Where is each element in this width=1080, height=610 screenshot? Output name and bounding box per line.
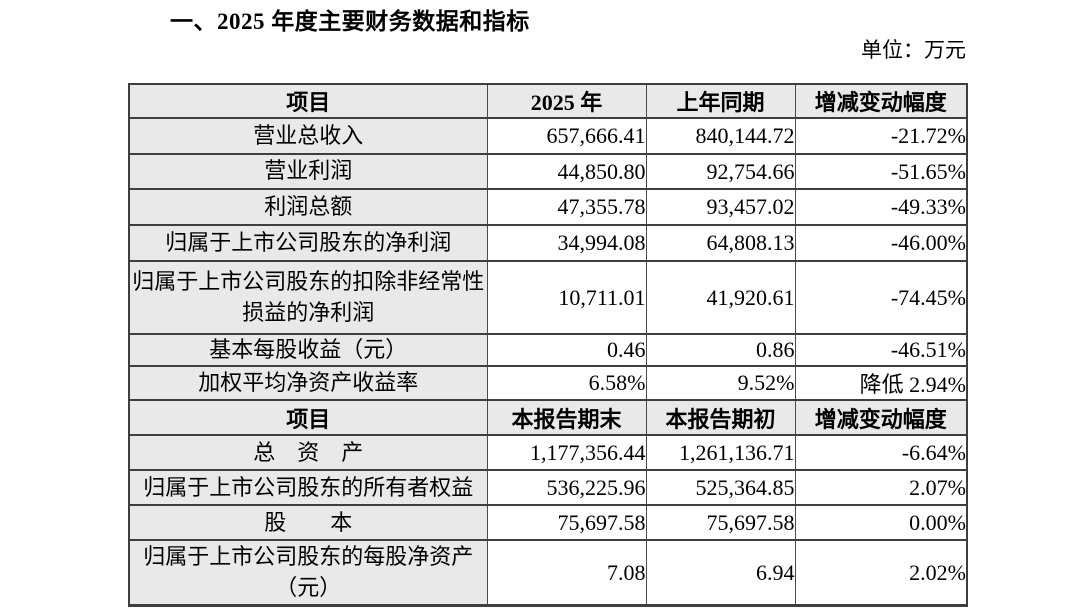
value-prior-cell: 92,754.66 — [645, 153, 795, 189]
table-row: 股 本 75,697.58 75,697.58 0.00% — [128, 504, 967, 541]
table-row: 加权平均净资产收益率 6.58% 9.52% 降低 2.94% — [128, 365, 967, 401]
table-body: 项目 2025 年上年同期 增减变动幅度 营业总收入 657,666.41 840,144… — [128, 83, 967, 606]
item-cell: 总 资 产 — [128, 434, 487, 471]
item-cell: 归属于上市公司股东的净利润 — [128, 224, 487, 261]
page-title: 一、2025 年度主要财务数据和指标 — [170, 9, 530, 34]
column-header: 2025 年 — [486, 83, 646, 118]
change-cell: -51.65% — [794, 153, 967, 189]
value-prior-cell: 6.94 — [645, 539, 795, 606]
value-prior-cell: 840,144.72 — [645, 117, 795, 154]
table-row: 总 资 产 1,177,356.44 1,261,136.71 -6.64% — [128, 434, 967, 471]
value-current-cell: 0.46 — [486, 332, 646, 367]
change-cell: -46.00% — [794, 224, 967, 261]
unit-label: 单位：万元 — [861, 38, 966, 62]
value-prior-cell: 41,920.61 — [645, 260, 795, 334]
value-current-cell: 10,711.01 — [486, 260, 646, 334]
header-row: 项目 2025 年上年同期 增减变动幅度 — [128, 83, 967, 118]
table-row: 归属于上市公司股东的所有者权益 536,225.96 525,364.85 2.07% — [128, 469, 967, 506]
financial-indicators-table: 项目 2025 年上年同期 增减变动幅度 营业总收入 657,666.41 840,144… — [128, 83, 968, 607]
column-header: 本报告期末 — [486, 399, 646, 436]
value-prior-cell: 1,261,136.71 — [645, 434, 795, 471]
table-row: 营业总收入 657,666.41 840,144.72 -21.72% — [128, 117, 967, 154]
change-cell: -21.72% — [794, 117, 967, 154]
value-current-cell: 6.58% — [486, 365, 646, 401]
table-row: 归属于上市公司股东的净利润 34,994.08 64,808.13 -46.00% — [128, 224, 967, 261]
change-cell: -49.33% — [794, 188, 967, 225]
column-header: 增减变动幅度 — [794, 83, 967, 118]
value-current-cell: 657,666.41 — [486, 117, 646, 154]
value-prior-cell: 0.86 — [645, 332, 795, 367]
table-row: 归属于上市公司股东的扣除非经常性损益的净利润 10,711.01 41,920.61… — [128, 260, 967, 334]
value-current-cell: 536,225.96 — [486, 469, 646, 506]
value-current-cell: 44,850.80 — [486, 153, 646, 189]
value-current-cell: 1,177,356.44 — [486, 434, 646, 471]
value-prior-cell: 525,364.85 — [645, 469, 795, 506]
header-row: 项目 本报告期末 本报告期初 增减变动幅度 — [128, 399, 967, 436]
column-header: 本报告期初 — [645, 399, 795, 436]
item-cell: 归属于上市公司股东的每股净资产（元） — [128, 539, 487, 606]
value-current-cell: 75,697.58 — [486, 504, 646, 541]
item-cell: 基本每股收益（元） — [128, 332, 487, 367]
change-cell: 0.00% — [794, 504, 967, 541]
table-row: 归属于上市公司股东的每股净资产（元） 7.08 6.94 2.02% — [128, 539, 967, 606]
item-cell: 归属于上市公司股东的扣除非经常性损益的净利润 — [128, 260, 487, 334]
change-cell: 2.02% — [794, 539, 967, 606]
table-row: 利润总额 47,355.78 93,457.02 -49.33% — [128, 188, 967, 225]
value-prior-cell: 93,457.02 — [645, 188, 795, 225]
value-prior-cell: 75,697.58 — [645, 504, 795, 541]
change-cell: -6.64% — [794, 434, 967, 471]
item-cell: 营业利润 — [128, 153, 487, 189]
item-cell: 加权平均净资产收益率 — [128, 365, 487, 401]
column-header: 项目 — [128, 399, 487, 436]
column-header: 增减变动幅度 — [794, 399, 967, 436]
change-cell: 降低 2.94% — [794, 365, 967, 401]
item-cell: 归属于上市公司股东的所有者权益 — [128, 469, 487, 506]
value-current-cell: 47,355.78 — [486, 188, 646, 225]
change-cell: -46.51% — [794, 332, 967, 367]
value-prior-cell: 64,808.13 — [645, 224, 795, 261]
table-row: 基本每股收益（元） 0.46 0.86 -46.51% — [128, 332, 967, 367]
value-current-cell: 34,994.08 — [486, 224, 646, 261]
item-cell: 利润总额 — [128, 188, 487, 225]
item-cell: 营业总收入 — [128, 117, 487, 154]
table-row: 营业利润 44,850.80 92,754.66 -51.65% — [128, 153, 967, 189]
column-header: 上年同期 — [645, 83, 795, 118]
change-cell: 2.07% — [794, 469, 967, 506]
value-current-cell: 7.08 — [486, 539, 646, 606]
item-cell: 股 本 — [128, 504, 487, 541]
value-prior-cell: 9.52% — [645, 365, 795, 401]
column-header: 项目 — [128, 83, 487, 118]
change-cell: -74.45% — [794, 260, 967, 334]
